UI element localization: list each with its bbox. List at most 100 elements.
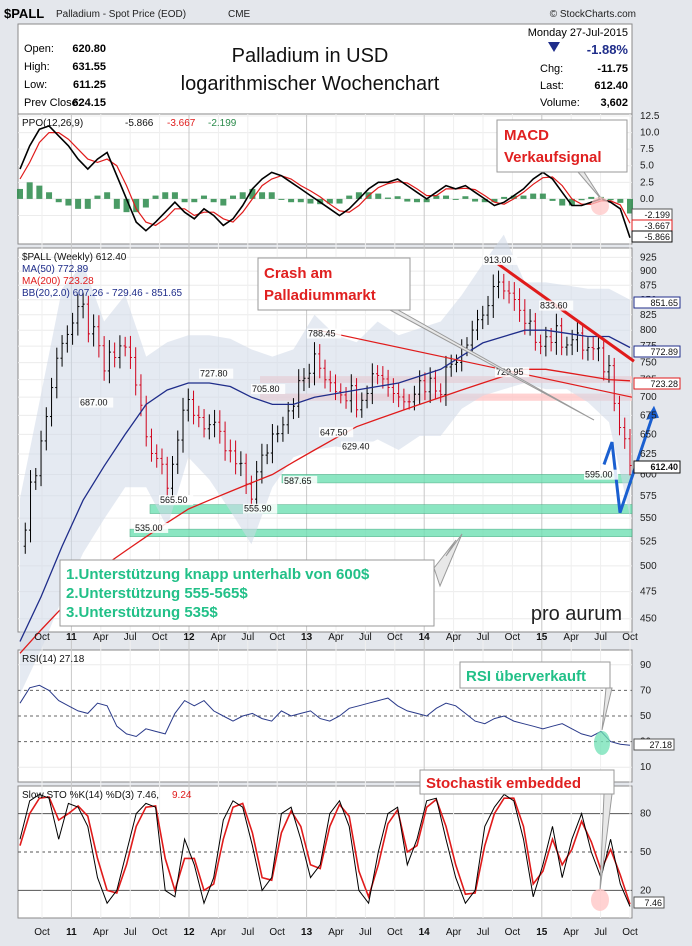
crash-annotation-line1: Crash am [264, 265, 332, 282]
x-tick-label-bottom: Oct [152, 927, 168, 938]
price-legend: $PALL (Weekly) 612.40 [22, 252, 127, 263]
ppo-histogram-bar [491, 198, 498, 203]
ppo-tick-label: 12.5 [640, 111, 660, 122]
ppo-histogram-bar [210, 198, 217, 203]
sto-legend: Slow STO %K(14) %D(3) 7.46, [22, 790, 159, 801]
ppo-histogram-bar [123, 198, 130, 213]
sto-tick-label: 80 [640, 809, 652, 820]
price-label-bg [307, 328, 342, 339]
price-tick-label: 600 [640, 469, 657, 480]
ma50-line [19, 329, 631, 642]
x-tick-label: Oct [269, 632, 285, 643]
ppo-histogram-bar [17, 188, 23, 199]
volume-label: Volume: [540, 97, 580, 109]
x-tick-label: 11 [66, 632, 77, 643]
x-tick-label-bottom: Oct [269, 927, 285, 938]
ppo-histogram-bar [191, 198, 198, 203]
support-zone [149, 504, 633, 514]
x-tick-label: 12 [183, 632, 195, 643]
ppo-tick-label: 0.0 [640, 194, 654, 205]
ppo-histogram-bar [200, 195, 207, 199]
ppo-tick-label: 5.0 [640, 161, 654, 172]
ppo-histogram-bar [443, 195, 450, 199]
price-tick-label: 525 [640, 536, 657, 547]
ppo-histogram-bar [559, 198, 566, 206]
x-tick-label: Apr [93, 632, 109, 643]
x-tick-label: Oct [505, 632, 521, 643]
ppo-histogram-bar [113, 198, 120, 209]
ppo-histogram-bar [181, 198, 188, 203]
price-label-bg [251, 384, 286, 395]
x-tick-label-bottom: Apr [93, 927, 109, 938]
ppo-histogram-bar [375, 193, 382, 199]
down-triangle-icon [548, 42, 560, 52]
price-label-bg [134, 522, 169, 533]
ppo-histogram-bar [288, 198, 295, 203]
x-tick-label-bottom: Oct [34, 927, 50, 938]
resistance-trendline [317, 329, 633, 398]
price-tick-label: 575 [640, 491, 657, 502]
last-price-badge: 612.40 [650, 462, 678, 472]
price-label: 727.80 [200, 369, 228, 379]
rsi-tick-label: 10 [640, 762, 652, 773]
ppo-histogram-bar [65, 198, 72, 206]
ppo-histogram-bar [627, 198, 633, 214]
ma200-legend: MA(200) 723.28 [22, 276, 94, 287]
ppo-histogram-bar [520, 195, 527, 199]
ppo-histogram-bar [423, 198, 430, 203]
x-tick-label: Oct [622, 632, 638, 643]
price-label: 833.60 [540, 301, 568, 311]
ppo-histogram-bar [617, 198, 624, 203]
ppo-histogram-bar [481, 198, 488, 203]
ppo-histogram-bar [249, 188, 256, 199]
ppo-histogram-bar [549, 198, 556, 201]
price-label: 535.00 [135, 523, 163, 533]
x-tick-label-bottom: Jul [477, 927, 490, 938]
ppo-histogram-bar [607, 198, 614, 201]
ppo-histogram-bar [75, 198, 82, 209]
price-label: 555.90 [244, 504, 272, 514]
crash-annotation: Crash am Palladiummarkt [257, 257, 595, 421]
ppo-histogram-bar [307, 198, 314, 204]
x-tick-label-bottom: Apr [563, 927, 579, 938]
ppo-histogram-bar [162, 192, 169, 199]
ppo-histogram-bar [230, 195, 237, 199]
x-tick-label-bottom: Jul [594, 927, 607, 938]
x-tick-label-bottom: 11 [66, 927, 77, 938]
rsi-line [19, 684, 631, 746]
crash-annotation-line2: Palladiummarkt [264, 287, 376, 304]
scenario-arrow-head-icon [646, 405, 659, 420]
ppo-histogram-bar [539, 193, 546, 199]
x-tick-label: Oct [387, 632, 403, 643]
ppo-signal-line [19, 132, 631, 227]
sto-tick-label: 20 [640, 885, 652, 896]
x-tick-label-bottom: Jul [241, 927, 254, 938]
price-label: 595.00 [585, 470, 613, 480]
price-label: 705.80 [252, 384, 280, 394]
price-label: 565.50 [160, 495, 188, 505]
sto-annotation-text: Stochastik embedded [426, 775, 581, 792]
ppo-histogram-bar [472, 198, 479, 202]
last-label: Last: [540, 80, 564, 92]
series-layer [17, 124, 659, 907]
price-label-bg [79, 397, 114, 408]
price-tick-label: 475 [640, 587, 657, 598]
ppo-histogram-bar [133, 198, 140, 213]
rsi-tick-label: 70 [640, 685, 652, 696]
ppo-tick-label: 10.0 [640, 128, 660, 139]
rsi-badge: 27.18 [649, 740, 672, 750]
ppo-right-labels: -2.199 -3.667 -5.866 [631, 208, 673, 243]
bb-upper-badge: 851.65 [650, 298, 678, 308]
price-label-bg [584, 469, 619, 480]
price-tick-label: 750 [640, 358, 657, 369]
macd-annotation-line2: Verkaufsignal [504, 149, 602, 166]
ppo-histogram-bar [239, 192, 246, 199]
downtrend-line [497, 262, 635, 363]
ppo-histogram-bar [462, 196, 469, 199]
ppo-histogram-bar [94, 195, 101, 199]
sto-k-line [19, 793, 631, 907]
x-tick-label-bottom: 12 [183, 927, 195, 938]
price-tick-label: 800 [640, 325, 657, 336]
x-tick-label-bottom: 13 [301, 927, 313, 938]
